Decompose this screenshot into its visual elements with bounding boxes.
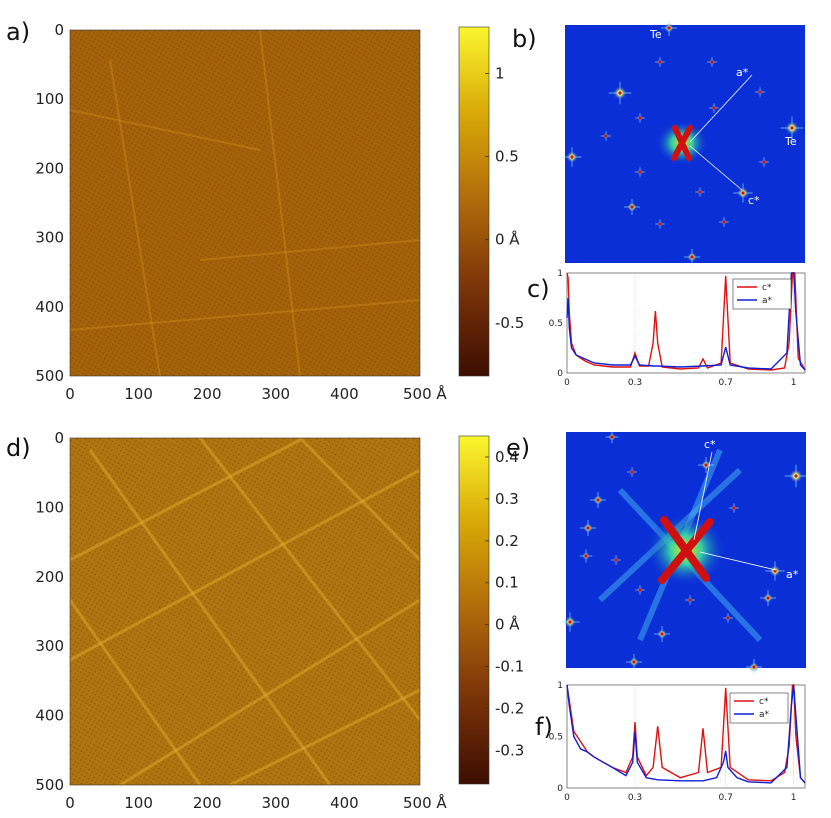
- colorbar-a: 1 0.5 0 Å -0.5: [458, 26, 524, 377]
- y-tick-label: 400: [35, 707, 64, 725]
- y-tick-label: 0: [54, 429, 64, 447]
- y-tick-label: 1: [557, 681, 563, 691]
- y-tick-label: 1: [557, 269, 563, 279]
- y-tick-label: 100: [35, 498, 64, 516]
- colorbar-tick-label: 1: [495, 65, 505, 83]
- x-tick-label: 0.3: [628, 793, 642, 803]
- x-tick-label: 200: [193, 794, 222, 812]
- legend-c-entry-a: a*: [762, 296, 773, 306]
- x-tick-label: 0: [564, 378, 570, 388]
- colorbar-tick-label: 0.2: [495, 532, 519, 550]
- colorbar-tick-label: 0 Å: [495, 615, 520, 634]
- y-tick-label: 0: [557, 369, 563, 379]
- colorbar-tick-label: 0.4: [495, 448, 519, 466]
- y-tick-label: 500: [35, 367, 64, 385]
- x-tick-label: 500 Å: [403, 384, 447, 403]
- colorbar-tick-label: 0.3: [495, 490, 519, 508]
- panel-e: e) c* a*: [506, 430, 808, 675]
- x-tick-label: 200: [193, 385, 222, 403]
- legend-f-entry-a: a*: [759, 710, 770, 720]
- fft-e-label-c-star: c*: [704, 438, 716, 451]
- x-tick-label: 300: [261, 385, 290, 403]
- x-tick-label: 0: [65, 794, 75, 812]
- x-tick-label: 0.7: [719, 793, 733, 803]
- y-tick-label: 200: [35, 568, 64, 586]
- panel-f: f) 0 0.3 0.7 1 1 0.5 0 c* a*: [535, 681, 806, 803]
- x-tick-label: 400: [330, 794, 359, 812]
- legend-c-entry-c: c*: [762, 283, 772, 293]
- y-tick-label: 400: [35, 298, 64, 316]
- panel-f-label: f): [535, 713, 553, 741]
- x-tick-label: 500 Å: [403, 793, 447, 812]
- colorbar-tick-label: -0.1: [495, 658, 524, 676]
- x-tick-label: 300: [261, 794, 290, 812]
- series-line-c-star: [566, 272, 806, 371]
- legend-c: c* a*: [732, 278, 792, 310]
- x-tick-label: 1: [791, 793, 797, 803]
- panel-c-label: c): [527, 275, 550, 303]
- x-tick-label: 0: [564, 793, 570, 803]
- panel-d-label: d): [6, 434, 31, 462]
- colorbar-tick-label: -0.5: [495, 314, 524, 332]
- y-tick-label: 300: [35, 229, 64, 247]
- y-tick-label: 0.5: [549, 319, 563, 329]
- colorbar-tick-label: -0.2: [495, 700, 524, 718]
- x-tick-label: 1: [791, 378, 797, 388]
- panel-b: b) Te a* Te c*: [512, 20, 805, 265]
- x-tick-label: 0.7: [719, 378, 733, 388]
- panel-a-label: a): [6, 18, 30, 46]
- legend-f-entry-c: c*: [759, 697, 769, 707]
- fft-b-label-te-right: Te: [784, 135, 797, 148]
- y-tick-label: 100: [35, 90, 64, 108]
- fft-b-label-c-star: c*: [748, 194, 760, 207]
- colorbar-tick-label: 0.1: [495, 574, 519, 592]
- colorbar-tick-label: -0.3: [495, 741, 524, 759]
- panel-e-label: e): [506, 434, 530, 462]
- colorbar-tick-label: 0.5: [495, 148, 519, 166]
- fft-b-label-a-star: a*: [736, 66, 749, 79]
- colorbar-tick-label: 0 Å: [495, 230, 520, 249]
- y-tick-label: 0.5: [549, 733, 563, 743]
- x-tick-label: 0: [65, 385, 75, 403]
- y-tick-label: 300: [35, 637, 64, 655]
- y-tick-label: 0: [557, 784, 563, 794]
- y-tick-label: 200: [35, 159, 64, 177]
- y-tick-label: 500: [35, 776, 64, 794]
- fft-e-label-a-star: a*: [786, 568, 799, 581]
- x-tick-label: 100: [124, 794, 153, 812]
- y-tick-label: 0: [54, 21, 64, 39]
- panel-c: c) 0 0.3 0.7 1 1 0.5 0 c* a*: [527, 269, 806, 388]
- series-line-a-star: [566, 684, 806, 784]
- x-tick-label: 0.3: [628, 378, 642, 388]
- fft-b-label-te-top: Te: [649, 28, 662, 41]
- x-tick-label: 100: [124, 385, 153, 403]
- x-tick-label: 400: [330, 385, 359, 403]
- colorbar-d: 0.4 0.3 0.2 0.1 0 Å -0.1 -0.2 -0.3: [458, 435, 524, 785]
- legend-f: c* a*: [729, 692, 789, 724]
- panel-b-label: b): [512, 25, 537, 53]
